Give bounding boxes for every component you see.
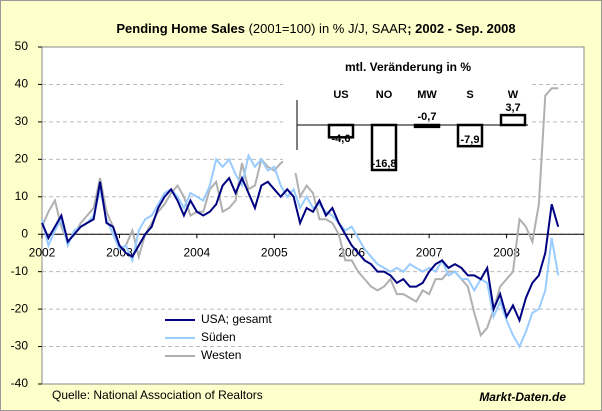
y-tick-label: -20 — [11, 301, 29, 315]
inset-value-label: -16,8 — [371, 158, 396, 170]
inset-bar — [499, 113, 527, 127]
y-tick-label: 10 — [15, 189, 29, 203]
title-part: ; 2002 - Sep. 2008 — [407, 21, 515, 36]
inset-value-label: -4,6 — [332, 133, 351, 145]
series-line — [41, 175, 560, 324]
legend-label: Westen — [201, 348, 241, 362]
x-tick-label: 2007 — [416, 245, 443, 259]
y-tick-label: 50 — [15, 39, 29, 53]
inset-category: W — [508, 89, 519, 101]
y-tick-label: 40 — [15, 77, 29, 91]
inset-value-label: -0,7 — [418, 111, 437, 123]
y-tick-label: -30 — [11, 339, 29, 353]
inset-value-label: -7,9 — [461, 134, 480, 146]
legend-label: USA; gesamt — [201, 312, 272, 326]
y-tick-label: -40 — [11, 376, 29, 390]
inset-category: S — [466, 89, 473, 101]
inset-category: NO — [376, 89, 393, 101]
brand: Markt-Daten.de — [479, 390, 566, 404]
inset-title: mtl. Veränderung in % — [345, 60, 471, 74]
series-line — [41, 87, 559, 338]
x-tick-label: 2002 — [29, 245, 56, 259]
inset-category: US — [333, 89, 348, 101]
x-tick-label: 2008 — [493, 245, 520, 259]
y-tick-label: 30 — [15, 114, 29, 128]
chart-title: Pending Home Sales (2001=100) in % J/J, … — [116, 21, 515, 36]
title-part: (2001=100) in % J/J, SAAR — [245, 21, 407, 36]
x-tick-label: 2004 — [184, 245, 211, 259]
y-tick-label: -10 — [11, 264, 29, 278]
inset: mtl. Veränderung in % US -4,6 NO -16,8 MW -0,7… — [283, 55, 531, 173]
title-part: Pending Home Sales — [116, 21, 245, 36]
y-tick-label: 20 — [15, 152, 29, 166]
inset-area — [283, 55, 531, 173]
legend-label: Süden — [201, 330, 236, 344]
inset-value-label: 3,7 — [505, 102, 520, 114]
y-tick-label: 0 — [21, 226, 28, 240]
inset-category: MW — [417, 89, 437, 101]
source: Quelle: National Association of Realtors — [52, 388, 263, 402]
x-tick-label: 2005 — [261, 245, 288, 259]
series-line — [41, 152, 560, 349]
